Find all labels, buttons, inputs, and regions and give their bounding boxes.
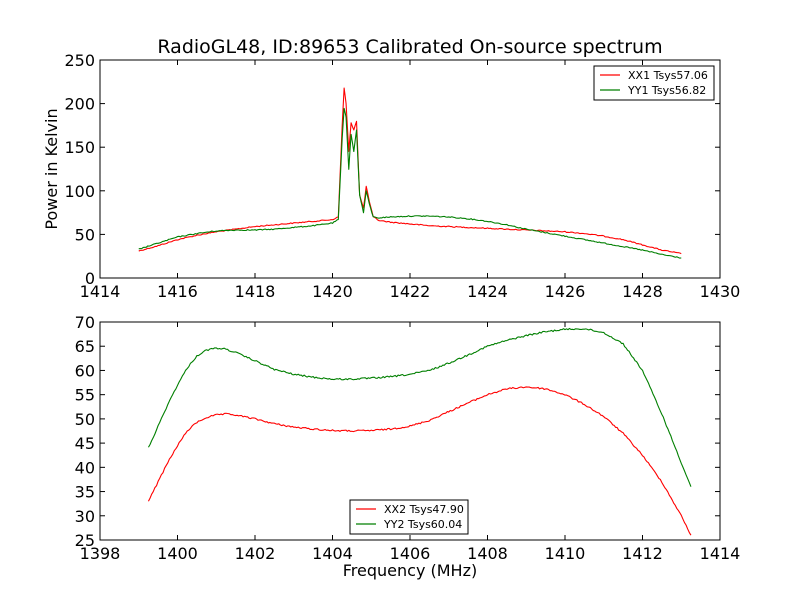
y-axis-label: Power in Kelvin <box>42 108 61 229</box>
y-tick-label: 70 <box>75 313 95 332</box>
x-tick-label: 1414 <box>700 544 741 563</box>
y-tick-label: 150 <box>64 138 95 157</box>
y-tick-label: 45 <box>75 434 95 453</box>
y-tick-label: 250 <box>64 51 95 70</box>
x-tick-label: 1400 <box>157 544 198 563</box>
plot-top-legend: XX1 Tsys57.06 YY1 Tsys56.82 <box>593 65 715 101</box>
x-tick-label: 1428 <box>622 282 663 301</box>
y-tick-label: 200 <box>64 95 95 114</box>
plot-top-series <box>138 87 682 259</box>
y-tick-label: 25 <box>75 531 95 550</box>
x-tick-label: 1418 <box>235 282 276 301</box>
plot-bottom-legend: XX2 Tsys47.90 YY2 Tsys60.04 <box>349 499 469 535</box>
x-tick-label: 1406 <box>390 544 431 563</box>
x-tick-label: 1430 <box>700 282 741 301</box>
y-tick-label: 30 <box>75 507 95 526</box>
y-tick-label: 60 <box>75 361 95 380</box>
legend-label: YY1 Tsys56.82 <box>627 84 706 97</box>
y-tick-label: 50 <box>75 225 95 244</box>
plot-top-ticks: 1414 1416 1418 1420 1422 1424 1426 1428 1430 0 50 1… <box>64 51 740 301</box>
series-line-2 <box>138 107 682 259</box>
legend-label: XX2 Tsys47.90 <box>384 503 464 516</box>
x-tick-label: 1402 <box>235 544 276 563</box>
y-tick-label: 40 <box>75 458 95 477</box>
x-tick-label: 1412 <box>622 544 663 563</box>
x-tick-label: 1422 <box>390 282 431 301</box>
series-line-2 <box>147 327 692 487</box>
y-tick-label: 50 <box>75 410 95 429</box>
x-tick-label: 1420 <box>312 282 353 301</box>
y-tick-label: 55 <box>75 386 95 405</box>
plot-bottom-series <box>147 327 692 536</box>
x-tick-label: 1398 <box>80 544 121 563</box>
legend-label: YY2 Tsys60.04 <box>383 518 462 531</box>
x-tick-label: 1416 <box>157 282 198 301</box>
x-tick-label: 1408 <box>467 544 508 563</box>
x-tick-label: 1426 <box>545 282 586 301</box>
x-tick-label: 1410 <box>545 544 586 563</box>
plot-top: 1414 1416 1418 1420 1422 1424 1426 1428 1430 0 50 1… <box>64 51 740 301</box>
x-axis-label: Frequency (MHz) <box>343 561 477 580</box>
y-tick-label: 0 <box>85 269 95 288</box>
x-tick-label: 1414 <box>80 282 121 301</box>
chart-title: RadioGL48, ID:89653 Calibrated On-source… <box>157 36 662 58</box>
y-tick-label: 65 <box>75 337 95 356</box>
legend-box <box>593 65 715 101</box>
legend-box <box>349 499 469 535</box>
series-line-1 <box>147 386 692 536</box>
y-tick-label: 100 <box>64 182 95 201</box>
x-tick-label: 1404 <box>312 544 353 563</box>
legend-label: XX1 Tsys57.06 <box>628 69 708 82</box>
y-tick-label: 35 <box>75 483 95 502</box>
x-tick-label: 1424 <box>467 282 508 301</box>
plot-bottom-ticks: 1398 1400 1402 1404 1406 1408 1410 1412 1414 25 30… <box>75 313 741 563</box>
plot-bottom: 1398 1400 1402 1404 1406 1408 1410 1412 1414 25 30… <box>75 313 741 563</box>
